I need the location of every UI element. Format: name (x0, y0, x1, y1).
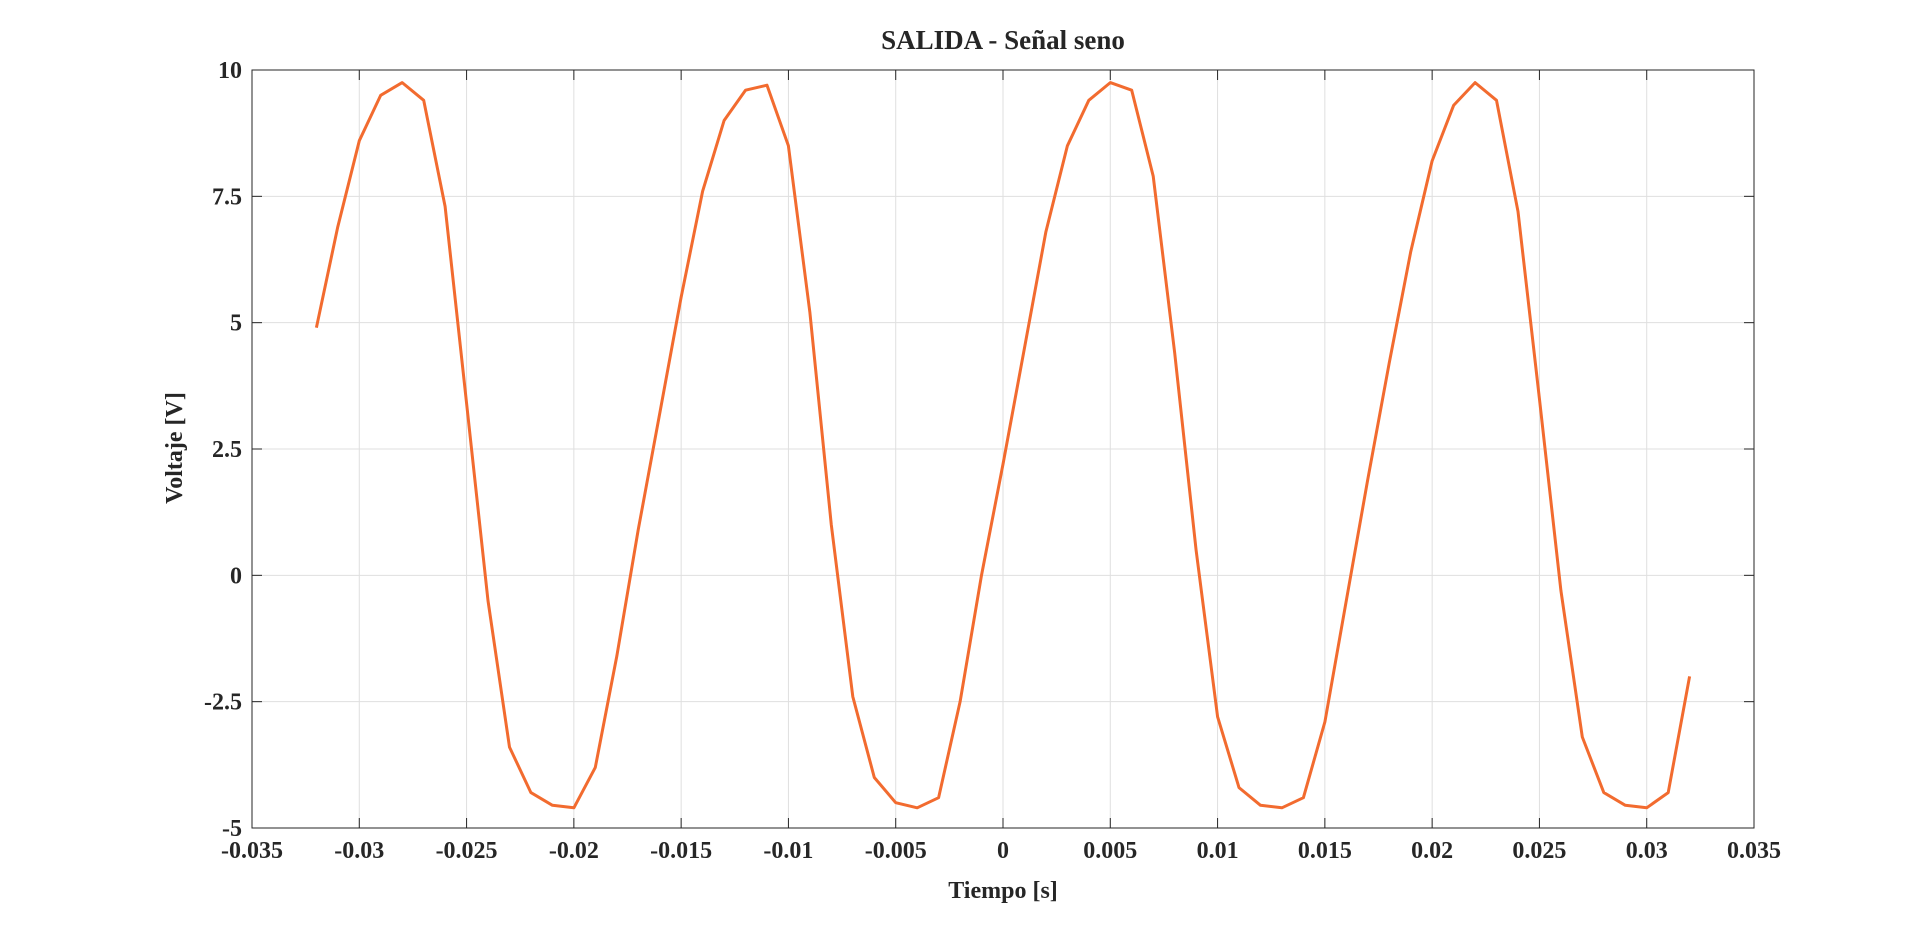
plot-frame (251, 69, 1755, 829)
x-axis-label: Tiempo [s] (948, 878, 1058, 904)
x-tick-label: 0 (997, 838, 1009, 864)
data-line (314, 81, 1692, 810)
x-tick-label: -0.035 (221, 838, 283, 864)
x-tick-label: -0.015 (650, 838, 712, 864)
y-tick-label: 5 (230, 311, 242, 337)
y-tick-label: 2.5 (212, 437, 242, 463)
x-tick-label: 0.02 (1411, 838, 1453, 864)
x-tick-label: -0.03 (334, 838, 384, 864)
y-tick-label: -5 (222, 816, 242, 842)
y-axis-label: Voltaje [V] (162, 392, 188, 504)
x-tick-label: 0.015 (1298, 838, 1352, 864)
x-tick-label: -0.01 (763, 838, 813, 864)
x-tick-label: -0.02 (549, 838, 599, 864)
x-tick-label: 0.01 (1197, 838, 1239, 864)
x-tick-label: -0.005 (865, 838, 927, 864)
y-tick-label: 0 (230, 563, 242, 589)
x-tick-label: -0.025 (436, 838, 498, 864)
y-tick-label: -2.5 (204, 690, 242, 716)
x-tick-label: 0.03 (1626, 838, 1668, 864)
x-tick-label: 0.035 (1727, 838, 1781, 864)
y-tick-label: 7.5 (212, 184, 242, 210)
y-tick-label: 10 (218, 58, 242, 84)
chart-title: SALIDA - Señal seno (881, 25, 1125, 55)
x-tick-label: 0.005 (1083, 838, 1137, 864)
x-tick-label: 0.025 (1512, 838, 1566, 864)
